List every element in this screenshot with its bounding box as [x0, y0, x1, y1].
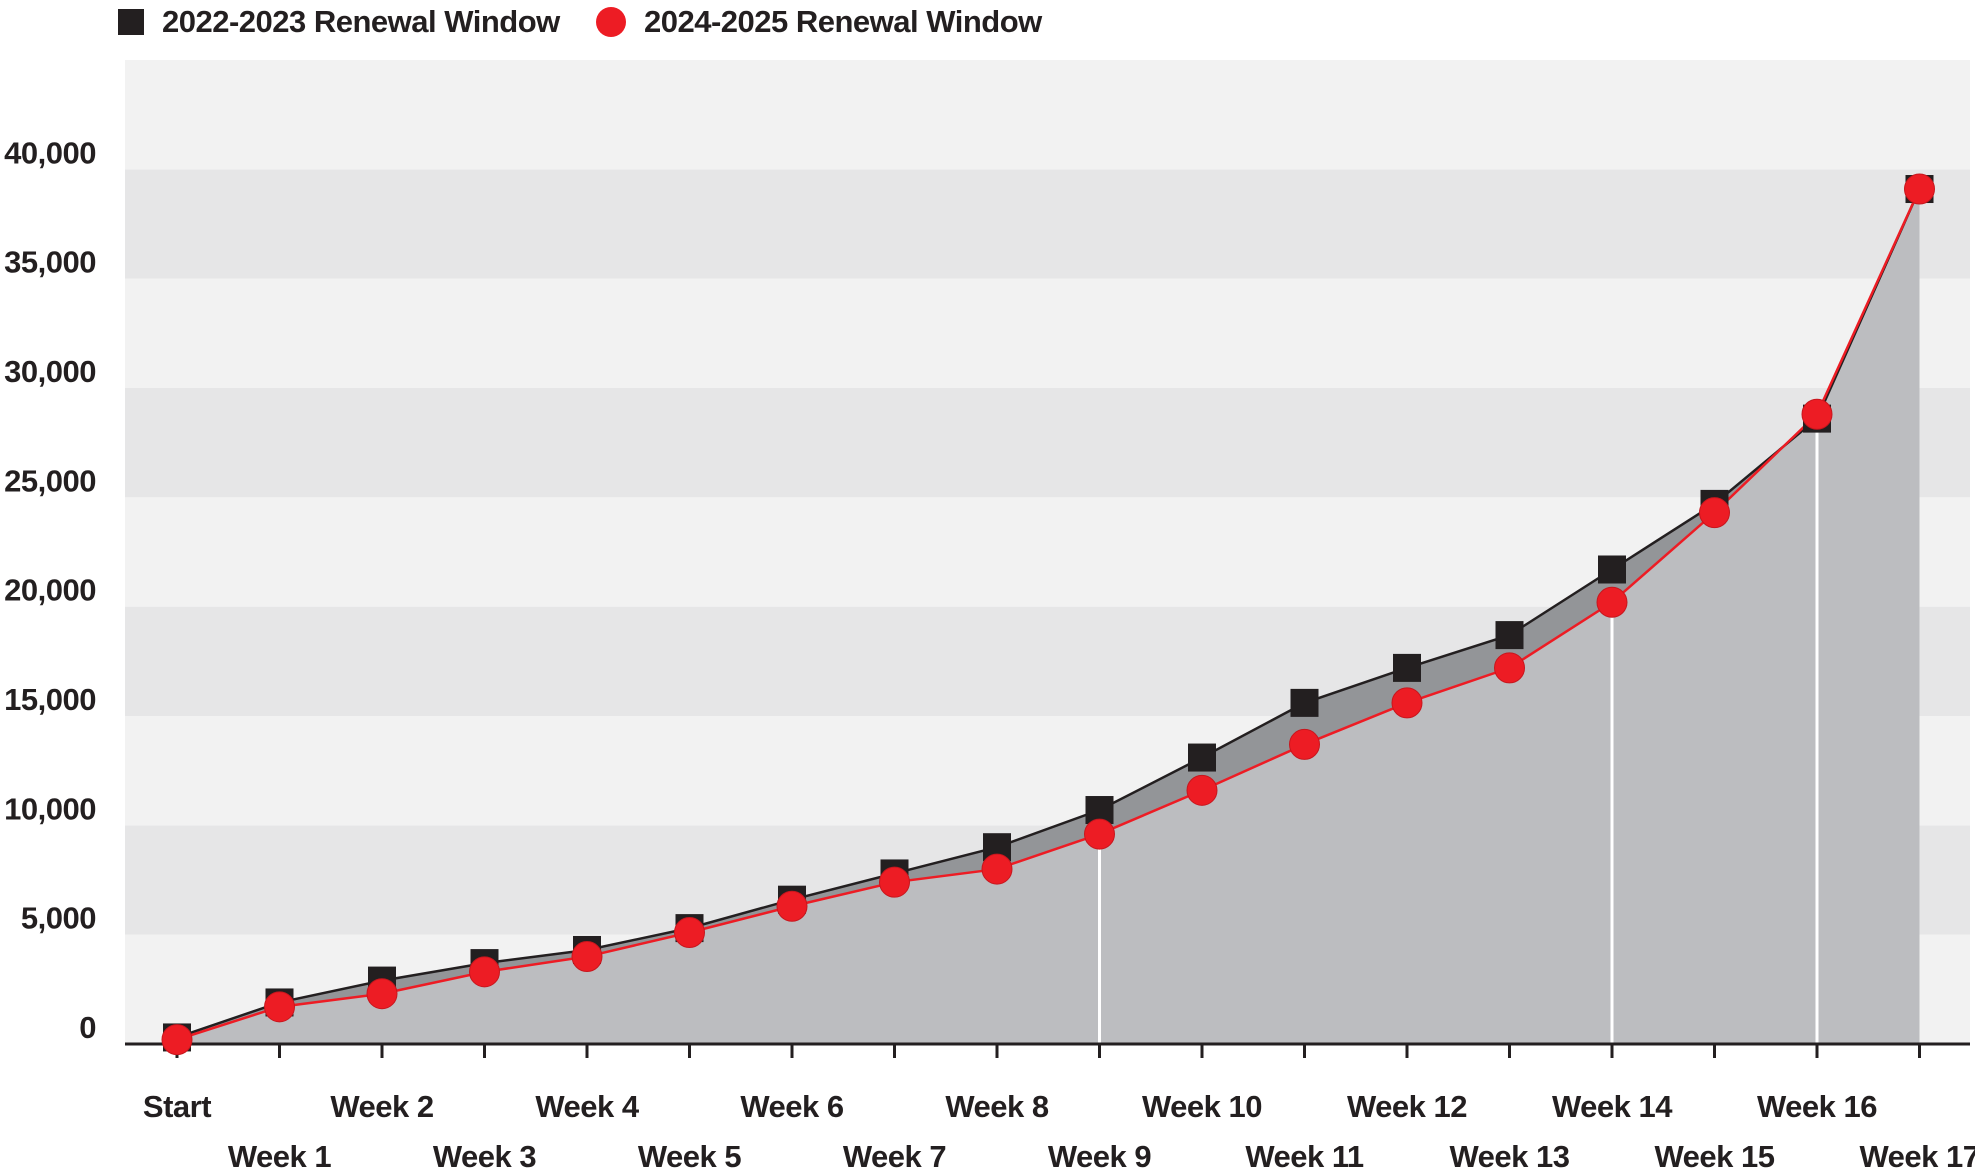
x-tick-label: Week 6: [740, 1089, 844, 1124]
point-2024-2025[interactable]: [161, 1024, 193, 1056]
legend-label-2024-2025: 2024-2025 Renewal Window: [644, 4, 1042, 39]
x-tick-label: Week 13: [1449, 1139, 1569, 1174]
x-tick-label: Week 10: [1142, 1089, 1262, 1124]
point-2022-2023[interactable]: [1290, 688, 1319, 717]
point-2022-2023[interactable]: [1188, 743, 1216, 772]
x-tick-label: Week 8: [945, 1089, 1049, 1124]
y-tick-label: 10,000: [4, 791, 96, 826]
y-tick-label: 40,000: [4, 135, 96, 170]
x-tick-label: Week 5: [638, 1139, 742, 1174]
grid-band: [125, 169, 1970, 279]
x-tick-label: Week 2: [330, 1089, 433, 1124]
square-marker-icon: [118, 9, 144, 35]
point-2024-2025[interactable]: [366, 978, 398, 1010]
series-line-2022-2023: [176, 188, 1921, 1039]
circle-marker-icon: [596, 7, 626, 37]
point-2024-2025[interactable]: [879, 866, 910, 898]
area-fills: [177, 189, 1920, 1045]
point-2022-2023[interactable]: [1495, 621, 1524, 650]
x-tick-label: Week 1: [228, 1139, 332, 1174]
x-tick-label: Week 12: [1347, 1089, 1467, 1124]
series-lines: [176, 188, 1921, 1041]
x-tick-label: Start: [143, 1089, 211, 1124]
point-2024-2025[interactable]: [1084, 818, 1115, 850]
y-axis-labels: 0 5,000 10,000 15,000 20,000 25,000 30,000 35,0…: [4, 135, 96, 1045]
y-tick-label: 0: [79, 1010, 96, 1045]
y-tick-label: 15,000: [4, 682, 96, 717]
point-2024-2025[interactable]: [1801, 398, 1833, 430]
x-tick-label: Week 9: [1048, 1139, 1152, 1174]
point-2024-2025[interactable]: [1904, 173, 1935, 205]
x-tick-label: Week 14: [1552, 1089, 1673, 1124]
point-2024-2025[interactable]: [1391, 687, 1423, 719]
point-2024-2025[interactable]: [469, 956, 500, 988]
point-2024-2025[interactable]: [1699, 497, 1730, 529]
legend-item-2024-2025[interactable]: 2024-2025 Renewal Window: [596, 0, 1042, 44]
x-tick-label: Week 4: [535, 1089, 640, 1124]
legend-item-2022-2023[interactable]: 2022-2023 Renewal Window: [118, 0, 560, 44]
point-2024-2025[interactable]: [981, 853, 1013, 885]
legend: 2022-2023 Renewal Window 2024-2025 Renew…: [0, 0, 1975, 50]
x-tick-label: Week 11: [1245, 1139, 1364, 1174]
y-tick-label: 30,000: [4, 354, 96, 389]
point-2024-2025[interactable]: [674, 916, 705, 948]
y-tick-label: 20,000: [4, 573, 96, 608]
point-2024-2025[interactable]: [1494, 652, 1525, 684]
gap-area: [177, 189, 1920, 1040]
y-tick-label: 5,000: [21, 901, 96, 936]
series-line-2024-2025: [176, 188, 1921, 1041]
x-tick-label: Week 15: [1654, 1139, 1774, 1174]
x-tick-label: Week 16: [1757, 1089, 1877, 1124]
x-tick-label: Week 7: [843, 1139, 946, 1174]
area-under-2024-2025: [177, 189, 1920, 1045]
series-markers: [161, 173, 1935, 1056]
drop-lines: [1098, 414, 1819, 1044]
x-axis: [125, 1042, 1970, 1058]
point-2024-2025[interactable]: [571, 941, 603, 973]
x-tick-label: Week 17: [1859, 1139, 1975, 1174]
point-2022-2023[interactable]: [1393, 653, 1421, 682]
x-tick-label: Week 3: [433, 1139, 537, 1174]
point-2022-2023[interactable]: [1598, 555, 1626, 584]
legend-label-2022-2023: 2022-2023 Renewal Window: [162, 4, 560, 39]
y-tick-label: 25,000: [4, 463, 96, 498]
point-2024-2025[interactable]: [1596, 586, 1628, 618]
grid-band: [125, 60, 1970, 170]
y-tick-label: 35,000: [4, 245, 96, 280]
point-2024-2025[interactable]: [1289, 728, 1320, 760]
point-2024-2025[interactable]: [1186, 774, 1218, 806]
point-2024-2025[interactable]: [776, 890, 808, 922]
grid-band: [125, 388, 1970, 498]
point-2024-2025[interactable]: [264, 991, 295, 1023]
grid-band: [125, 278, 1970, 388]
